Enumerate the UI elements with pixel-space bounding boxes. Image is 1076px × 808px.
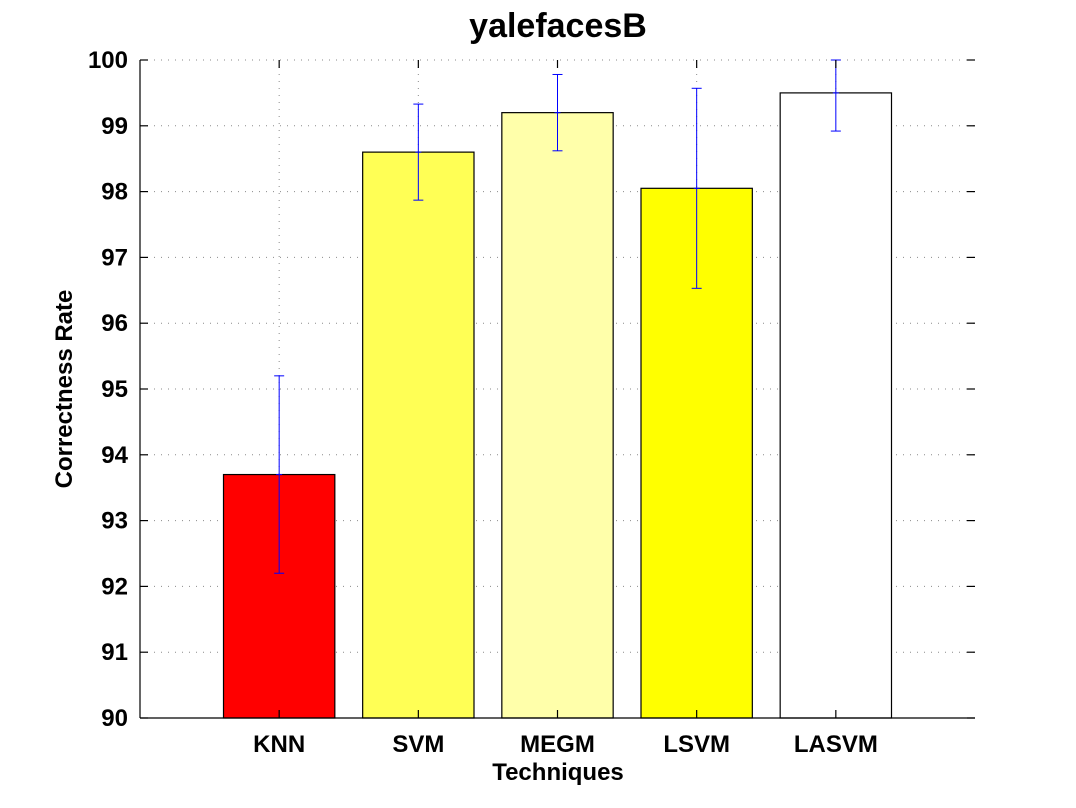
bar-megm <box>501 112 614 719</box>
y-tick-labels: 90 91 92 93 94 95 96 97 98 99 100 <box>88 47 129 732</box>
x-tick-label: MEGM <box>520 731 595 758</box>
y-tick-label: 91 <box>101 639 128 666</box>
error-bar-lsvm <box>691 87 702 289</box>
error-bar-megm <box>552 73 563 152</box>
x-tick-label: KNN <box>253 731 305 758</box>
bar-lasvm <box>779 92 893 719</box>
bar-svm <box>362 151 475 719</box>
y-tick-label: 90 <box>101 705 128 732</box>
y-tick-label: 96 <box>101 310 128 337</box>
y-tick-label: 92 <box>101 573 128 600</box>
chart-title: yalefacesB <box>469 7 647 45</box>
y-tick-label: 100 <box>88 47 128 74</box>
x-tick-label: LSVM <box>663 731 730 758</box>
error-bar-knn <box>274 375 285 574</box>
y-tick-label: 93 <box>101 508 128 535</box>
bar-knn <box>222 473 336 719</box>
axes <box>139 59 975 719</box>
bars <box>222 92 893 719</box>
y-axis-label: Correctness Rate <box>51 290 78 489</box>
y-tick-label: 95 <box>101 376 128 403</box>
y-tick-label: 98 <box>101 179 128 206</box>
y-tick-label: 99 <box>101 113 128 140</box>
x-tick-labels: KNN SVM MEGM LSVM LASVM <box>253 731 878 758</box>
x-tick-label: LASVM <box>794 731 878 758</box>
y-tick-label: 94 <box>101 442 128 469</box>
y-tick-label: 97 <box>101 244 128 271</box>
x-axis-label: Techniques <box>492 759 624 786</box>
error-bar-svm <box>413 103 424 201</box>
x-tick-label: SVM <box>392 731 444 758</box>
